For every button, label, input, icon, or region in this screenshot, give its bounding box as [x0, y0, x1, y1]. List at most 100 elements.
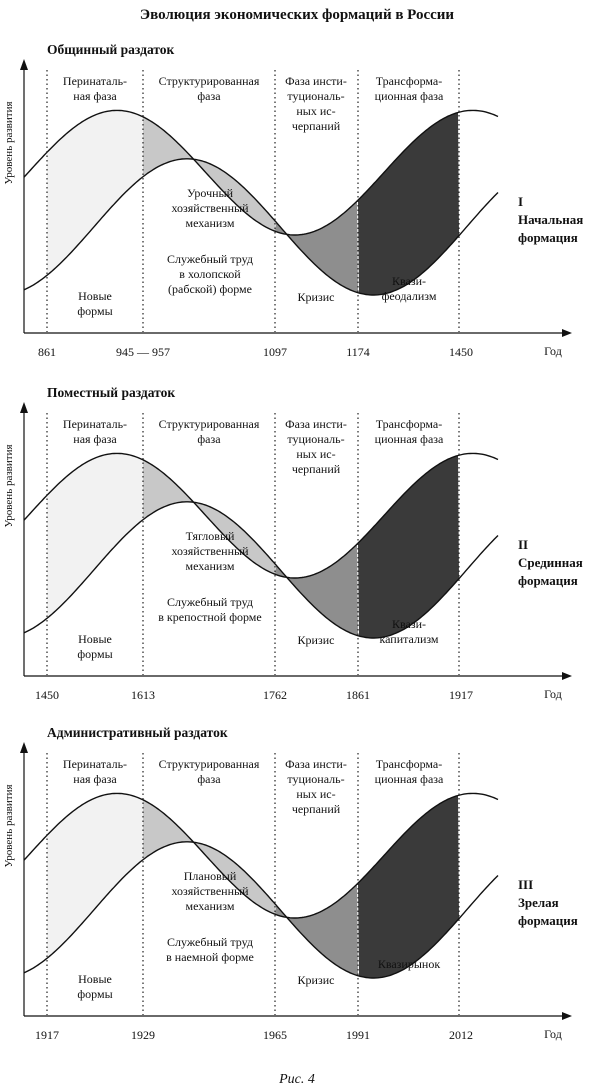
tick-label: 861: [38, 345, 56, 359]
tick-label: 2012: [449, 1028, 473, 1042]
diagram-title: Эволюция экономических формаций в России: [140, 7, 455, 23]
new-forms-label: Новые: [78, 289, 112, 303]
phase-name: Трансформа-: [376, 74, 443, 88]
quasi-label: Квази-: [392, 617, 426, 631]
x-axis-label: Год: [544, 687, 562, 701]
phase-name: фаза: [197, 432, 221, 446]
formation-label: формация: [518, 573, 578, 588]
phase-name: ная фаза: [73, 432, 117, 446]
formation-label: Зрелая: [518, 895, 559, 910]
mechanism-label: Тягловый: [186, 529, 235, 543]
phase-name: фаза: [197, 89, 221, 103]
mechanism-label: Урочный: [187, 186, 234, 200]
phase-name: ных ис-: [296, 104, 335, 118]
phase-name: фаза: [197, 772, 221, 786]
formation-label: Начальная: [518, 212, 583, 227]
phase-band: [143, 459, 275, 575]
phase-name: черпаний: [292, 462, 341, 476]
phase-name: Перинаталь-: [63, 417, 127, 431]
panel-2: Поместный раздаток Уровень развития Год 145…: [3, 385, 583, 702]
tick-label: 1991: [346, 1028, 370, 1042]
x-axis-arrow: [562, 329, 572, 337]
phase-name: черпаний: [292, 119, 341, 133]
tick-label: 945 — 957: [116, 345, 170, 359]
mechanism-label: хозяйственный: [171, 884, 249, 898]
mechanism-label: хозяйственный: [171, 544, 249, 558]
phase-name: черпаний: [292, 802, 341, 816]
new-forms-label: Новые: [78, 632, 112, 646]
phase-name: ционная фаза: [375, 432, 444, 446]
tick-label: 1450: [449, 345, 473, 359]
phase-name: ных ис-: [296, 447, 335, 461]
lower-curve: [23, 501, 499, 639]
quasi-label: Квазирынок: [378, 957, 440, 971]
quasi-label: феодализм: [382, 289, 437, 303]
mechanism-label: механизм: [186, 899, 235, 913]
y-axis-arrow: [20, 59, 28, 70]
mechanism-label: Плановый: [184, 869, 237, 883]
y-axis-arrow: [20, 402, 28, 413]
phase-name: ционная фаза: [375, 772, 444, 786]
x-axis-label: Год: [544, 1027, 562, 1041]
tick-label: 1861: [346, 688, 370, 702]
panel-title: Административный раздаток: [47, 725, 228, 740]
tick-label: 1762: [263, 688, 287, 702]
phase-name: ных ис-: [296, 787, 335, 801]
labor-label: (рабской) форме: [168, 282, 252, 296]
phase-name: Структурированная: [159, 74, 260, 88]
phase-name: Трансформа-: [376, 757, 443, 771]
formation-label: Срединная: [518, 555, 583, 570]
new-forms-label: Новые: [78, 972, 112, 986]
phase-name: туциональ-: [287, 772, 344, 786]
phase-band: [47, 793, 143, 959]
phase-band: [358, 795, 459, 978]
lower-curve: [23, 158, 499, 296]
upper-curve: [23, 109, 499, 236]
phase-name: Перинаталь-: [63, 74, 127, 88]
phase-name: Фаза инсти-: [285, 417, 347, 431]
upper-curve: [23, 452, 499, 579]
phase-band: [47, 110, 143, 276]
phase-name: туциональ-: [287, 89, 344, 103]
labor-label: в холопской: [179, 267, 241, 281]
panel-1: Общинный раздаток Уровень развития Год 861 9…: [3, 42, 583, 359]
phase-band: [358, 455, 459, 638]
x-axis-arrow: [562, 1012, 572, 1020]
y-axis-label: Уровень развития: [3, 784, 15, 867]
phase-name: Структурированная: [159, 757, 260, 771]
phase-name: Фаза инсти-: [285, 757, 347, 771]
tick-label: 1917: [35, 1028, 59, 1042]
new-forms-label: формы: [77, 987, 112, 1001]
mechanism-label: механизм: [186, 216, 235, 230]
mechanism-label: хозяйственный: [171, 201, 249, 215]
phase-name: ная фаза: [73, 772, 117, 786]
formation-label: III: [518, 877, 533, 892]
phase-band: [275, 884, 358, 976]
x-axis-arrow: [562, 672, 572, 680]
phase-name: Структурированная: [159, 417, 260, 431]
phase-name: Трансформа-: [376, 417, 443, 431]
new-forms-label: формы: [77, 647, 112, 661]
phase-name: Фаза инсти-: [285, 74, 347, 88]
phase-band: [47, 453, 143, 619]
panel-title: Поместный раздаток: [47, 385, 175, 400]
formation-label: II: [518, 537, 528, 552]
new-forms-label: формы: [77, 304, 112, 318]
phase-name: Перинаталь-: [63, 757, 127, 771]
quasi-label: капитализм: [379, 632, 438, 646]
formation-label: I: [518, 194, 523, 209]
labor-label: Служебный труд: [167, 595, 253, 609]
y-axis-label: Уровень развития: [3, 101, 15, 184]
phase-band: [275, 201, 358, 293]
lower-curve: [23, 841, 499, 979]
tick-label: 1174: [346, 345, 370, 359]
labor-label: в наемной форме: [166, 950, 254, 964]
quasi-label: Квази-: [392, 274, 426, 288]
figure-caption: Рис. 4: [278, 1072, 315, 1087]
tick-label: 1097: [263, 345, 287, 359]
labor-label: Служебный труд: [167, 252, 253, 266]
phase-name: ционная фаза: [375, 89, 444, 103]
phase-band: [275, 544, 358, 636]
y-axis-arrow: [20, 742, 28, 753]
